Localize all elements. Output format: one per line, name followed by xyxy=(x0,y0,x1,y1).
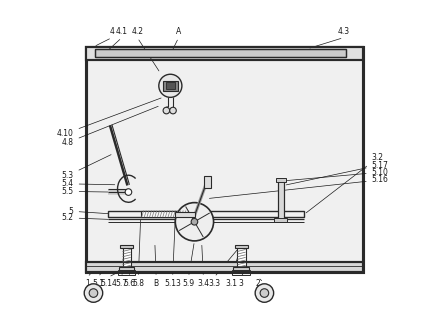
Text: 5.9: 5.9 xyxy=(183,279,194,288)
Text: 5.4: 5.4 xyxy=(62,179,115,188)
Bar xyxy=(237,248,245,269)
Bar xyxy=(123,248,131,269)
Bar xyxy=(175,212,195,217)
Text: 3.2: 3.2 xyxy=(306,153,384,213)
Text: 5.2: 5.2 xyxy=(62,213,108,222)
Bar xyxy=(278,181,284,219)
Bar xyxy=(233,270,250,275)
Circle shape xyxy=(260,289,269,297)
Text: 4: 4 xyxy=(109,27,114,36)
Text: 4.1: 4.1 xyxy=(116,27,128,36)
Text: 5.14: 5.14 xyxy=(100,279,117,288)
Text: 5.3: 5.3 xyxy=(62,155,111,180)
Bar xyxy=(86,262,363,272)
Circle shape xyxy=(89,289,98,297)
Text: 4.3: 4.3 xyxy=(338,27,350,36)
Circle shape xyxy=(175,203,214,241)
Bar xyxy=(278,181,284,219)
Text: A: A xyxy=(176,27,181,36)
Text: 5.8: 5.8 xyxy=(132,279,144,288)
Circle shape xyxy=(84,284,103,302)
Text: 5.16: 5.16 xyxy=(210,175,389,198)
Bar xyxy=(119,267,134,271)
Text: 3.4: 3.4 xyxy=(197,279,210,288)
Bar xyxy=(120,245,133,248)
Text: 3: 3 xyxy=(238,279,243,288)
Text: 3.1: 3.1 xyxy=(225,279,237,288)
Circle shape xyxy=(170,107,176,114)
Bar xyxy=(233,267,249,271)
Bar xyxy=(274,218,287,222)
Text: 5.6: 5.6 xyxy=(124,279,136,288)
Text: 5.5: 5.5 xyxy=(62,187,108,196)
Text: 3.3: 3.3 xyxy=(208,279,220,288)
Circle shape xyxy=(125,189,132,195)
Bar xyxy=(86,262,363,272)
Text: B: B xyxy=(154,279,159,288)
Text: 5.10: 5.10 xyxy=(286,168,389,181)
Bar xyxy=(276,178,286,182)
Bar xyxy=(163,81,178,91)
Bar xyxy=(86,47,363,272)
Text: 1: 1 xyxy=(85,279,89,288)
Text: 5: 5 xyxy=(69,207,108,216)
Text: 5.17: 5.17 xyxy=(286,160,389,185)
Text: 4.8: 4.8 xyxy=(62,106,158,147)
Circle shape xyxy=(163,107,170,114)
Bar xyxy=(86,47,363,60)
Text: 5.1: 5.1 xyxy=(92,279,104,288)
Bar xyxy=(117,270,136,275)
Text: 5.7: 5.7 xyxy=(116,279,128,288)
Bar xyxy=(235,245,248,248)
Bar xyxy=(95,50,346,57)
Bar xyxy=(204,176,211,188)
Bar xyxy=(140,211,192,217)
Circle shape xyxy=(159,74,182,97)
Bar xyxy=(166,82,175,89)
Circle shape xyxy=(255,284,274,302)
Text: 4.2: 4.2 xyxy=(132,27,144,36)
Text: 5.13: 5.13 xyxy=(164,279,181,288)
Bar xyxy=(95,50,346,57)
Text: 4.10: 4.10 xyxy=(57,98,161,138)
Bar xyxy=(86,47,363,272)
Bar xyxy=(108,211,304,217)
Circle shape xyxy=(191,218,198,225)
Bar xyxy=(86,47,363,60)
Text: 2: 2 xyxy=(256,279,260,288)
